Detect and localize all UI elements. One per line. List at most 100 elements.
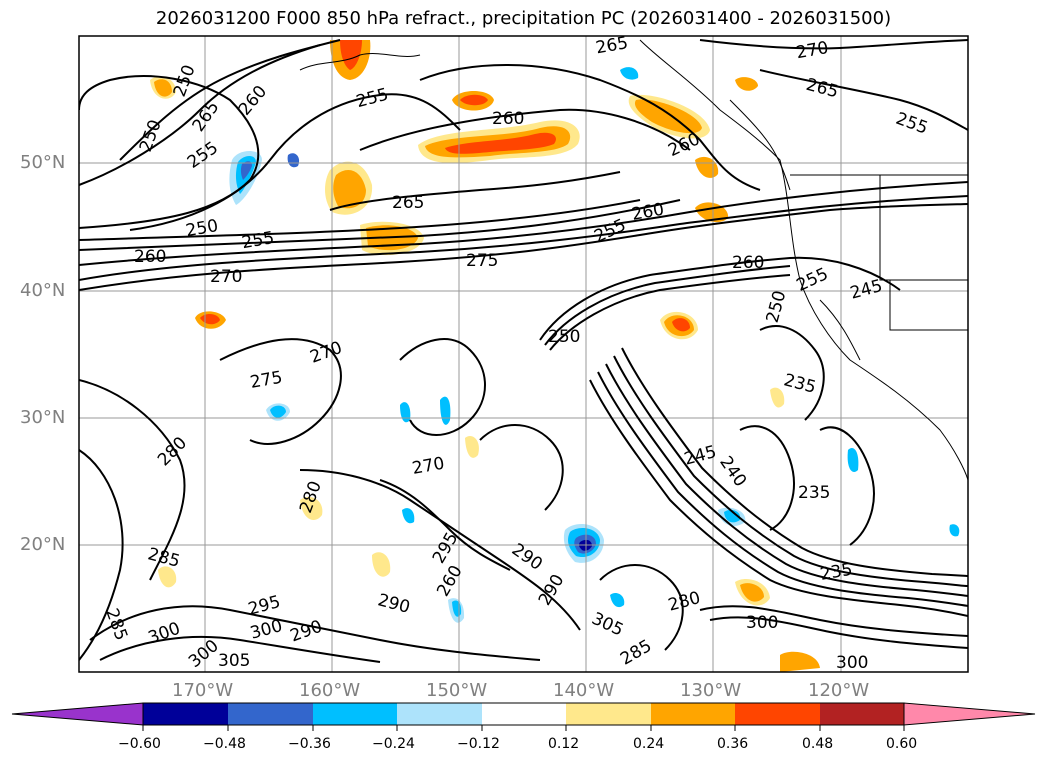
colorbar-segment	[313, 703, 397, 725]
colorbar-tick-label: 0.48	[802, 736, 834, 752]
contour-label: 235	[819, 560, 854, 585]
colorbar-segment	[566, 703, 651, 725]
contour-label: 255	[893, 109, 930, 139]
contour-line	[359, 108, 691, 151]
contour-line	[79, 199, 641, 241]
colorbar-segment	[651, 703, 735, 725]
contour-label: 275	[466, 251, 498, 271]
lon-label-130w: 130°W	[680, 680, 742, 701]
contour-line	[597, 371, 968, 607]
contour-line	[299, 469, 581, 631]
precip-patch	[735, 77, 758, 91]
contour-label: 260	[630, 200, 665, 225]
contour-label: 250	[548, 327, 580, 347]
colorbar-segment	[820, 703, 904, 725]
contour-line	[79, 181, 968, 266]
contour-label: 290	[376, 590, 413, 618]
refractivity-contours	[79, 39, 968, 663]
colorbar	[11, 702, 1036, 731]
colorbar-tick-label: −0.12	[457, 736, 500, 752]
contour-label: 265	[189, 98, 224, 136]
contour-label: 235	[798, 483, 830, 503]
contour-label: 285	[146, 544, 183, 572]
contour-line	[605, 363, 968, 597]
contour-line	[79, 44, 321, 186]
contour-label: 260	[433, 562, 467, 600]
contour-label: 260	[134, 247, 166, 267]
colorbar-segment	[143, 703, 228, 725]
contour-label: 270	[210, 267, 242, 287]
contour-line	[759, 325, 825, 421]
contour-line	[119, 39, 341, 161]
lon-label-170w: 170°W	[172, 680, 234, 701]
contour-line	[819, 426, 875, 546]
contour-line	[613, 355, 968, 587]
contour-line	[739, 425, 795, 531]
border-path	[819, 299, 861, 361]
contour-label: 300	[836, 653, 868, 673]
contour-line	[219, 338, 342, 445]
precip-patch	[740, 583, 764, 602]
contour-line	[79, 203, 968, 291]
contour-line	[699, 605, 968, 637]
contour-label: 265	[392, 193, 424, 213]
contour-line	[709, 616, 968, 649]
precip-patch	[672, 318, 690, 332]
contour-label: 300	[248, 616, 285, 644]
colorbar-segment	[482, 703, 566, 725]
contour-label: 305	[218, 651, 250, 671]
contour-label: 295	[246, 592, 283, 620]
precip-patch	[460, 94, 488, 106]
lat-label-30n: 30°N	[20, 407, 66, 428]
colorbar-outline	[142, 702, 905, 726]
contour-label: 305	[588, 609, 626, 641]
contour-label: 285	[101, 606, 131, 643]
contour-label: 255	[240, 228, 275, 253]
contour-label: 300	[746, 613, 778, 633]
contour-line	[379, 479, 511, 571]
precip-patch	[620, 67, 639, 80]
contour-labels: 265 250 260 255 255 260 265 270 265 250 …	[101, 33, 930, 673]
map-title: 2026031200 F000 850 hPa refract., precip…	[155, 8, 892, 29]
contour-label: 300	[146, 619, 183, 649]
contour-label: 285	[617, 636, 655, 670]
precip-patch	[949, 524, 960, 537]
contour-label: 290	[288, 617, 325, 647]
colorbar-extend-low	[11, 702, 144, 726]
contour-label: 255	[591, 215, 629, 247]
contour-line	[329, 171, 621, 211]
contour-line	[399, 338, 486, 436]
contour-line	[759, 69, 968, 131]
contour-label: 275	[249, 368, 284, 393]
coastline	[299, 39, 968, 481]
contour-label: 260	[235, 82, 271, 120]
contour-line	[79, 195, 968, 281]
contour-label: 255	[184, 138, 222, 173]
colorbar-tick-label: 0.60	[886, 736, 918, 752]
contour-label: 250	[763, 289, 791, 326]
contour-label: 265	[804, 75, 841, 103]
colorbar-segment	[397, 703, 482, 725]
contour-line	[79, 75, 260, 229]
contour-label: 265	[594, 33, 629, 58]
colorbar-segment	[735, 703, 820, 725]
colorbar-tick-label: 0.12	[548, 736, 580, 752]
precip-patch	[372, 552, 391, 577]
lon-label-150w: 150°W	[426, 680, 488, 701]
contour-line	[599, 564, 684, 651]
contour-line	[129, 93, 461, 231]
colorbar-tick-label: 0.36	[717, 736, 749, 752]
precip-patch	[724, 509, 741, 523]
lat-label-40n: 40°N	[20, 280, 66, 301]
coastline-path	[299, 53, 421, 71]
colorbar-segment	[228, 703, 313, 725]
precip-patch	[240, 161, 252, 180]
contour-label: 280	[666, 588, 703, 616]
precip-patch	[287, 153, 300, 168]
precip-patch	[847, 448, 859, 472]
contour-label: 260	[492, 109, 524, 129]
precip-patch	[634, 99, 702, 134]
precip-patch	[402, 508, 415, 524]
colorbar-tick-label: 0.24	[633, 736, 665, 752]
